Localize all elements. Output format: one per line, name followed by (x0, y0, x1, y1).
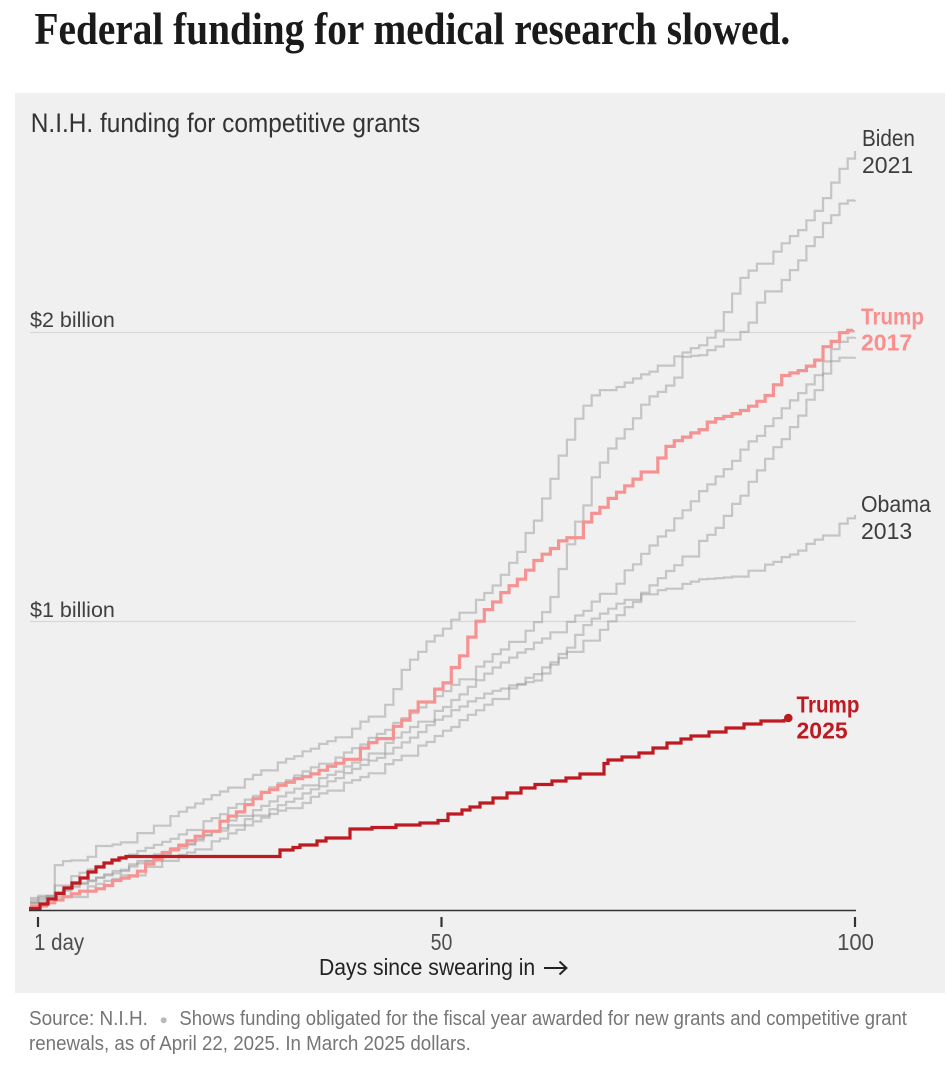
svg-text:100: 100 (837, 930, 874, 956)
svg-text:renewals, as of April 22, 2025: renewals, as of April 22, 2025. In March… (29, 1032, 471, 1055)
svg-text:Trump: Trump (861, 303, 924, 329)
svg-text:2021: 2021 (862, 152, 913, 178)
svg-text:Days since swearing in: Days since swearing in (319, 954, 535, 980)
svg-text:50: 50 (431, 930, 453, 956)
svg-text:$1 billion: $1 billion (30, 598, 115, 622)
svg-text:Trump: Trump (797, 692, 860, 718)
svg-text:N.I.H. funding for competitive: N.I.H. funding for competitive grants (31, 109, 420, 138)
svg-text:$2 billion: $2 billion (30, 308, 115, 332)
svg-text:Obama: Obama (861, 491, 931, 517)
svg-text:1 day: 1 day (34, 929, 84, 955)
svg-text:2013: 2013 (861, 518, 912, 544)
svg-text:Shows funding obligated for th: Shows funding obligated for the fiscal y… (179, 1008, 907, 1030)
svg-text:Source: N.I.H.: Source: N.I.H. (29, 1008, 148, 1031)
svg-text:Biden: Biden (862, 125, 915, 151)
svg-text:2017: 2017 (861, 330, 912, 356)
svg-text:2025: 2025 (797, 718, 848, 744)
svg-text:Federal funding for medical re: Federal funding for medical research slo… (35, 4, 791, 55)
